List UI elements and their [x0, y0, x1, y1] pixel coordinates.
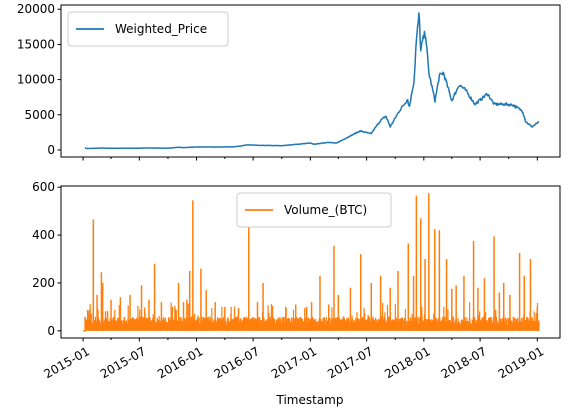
y-tick-label: 0: [47, 324, 55, 338]
y-tick-label: 15000: [17, 37, 55, 51]
price-plot-area: [84, 12, 539, 150]
volume-legend: Volume_(BTC): [236, 192, 392, 228]
price-legend: Weighted_Price: [67, 11, 229, 47]
price-axes-frame: [60, 4, 561, 158]
y-tick-label: 0: [47, 143, 55, 157]
y-tick-label: 20000: [17, 2, 55, 16]
y-tick-label: 600: [32, 180, 55, 194]
y-tick-label: 5000: [24, 108, 55, 122]
volume-axes-frame: [60, 185, 561, 339]
y-tick-label: 10000: [17, 73, 55, 87]
price-ticks: 0 5000 10000 15000 20000: [17, 2, 538, 161]
x-axis-label: Timestamp: [276, 393, 344, 407]
price-axes: 0 5000 10000 15000 20000 Weighted_Price: [17, 2, 561, 161]
price-legend-label: Weighted_Price: [115, 22, 207, 36]
volume-legend-label: Volume_(BTC): [284, 203, 367, 217]
volume-plot-area: [83, 193, 540, 332]
y-tick-label: 200: [32, 276, 55, 290]
volume-legend-box: [236, 192, 392, 228]
y-tick-label: 400: [32, 228, 55, 242]
price-series-line: [84, 12, 539, 150]
price-legend-box: [67, 11, 229, 47]
